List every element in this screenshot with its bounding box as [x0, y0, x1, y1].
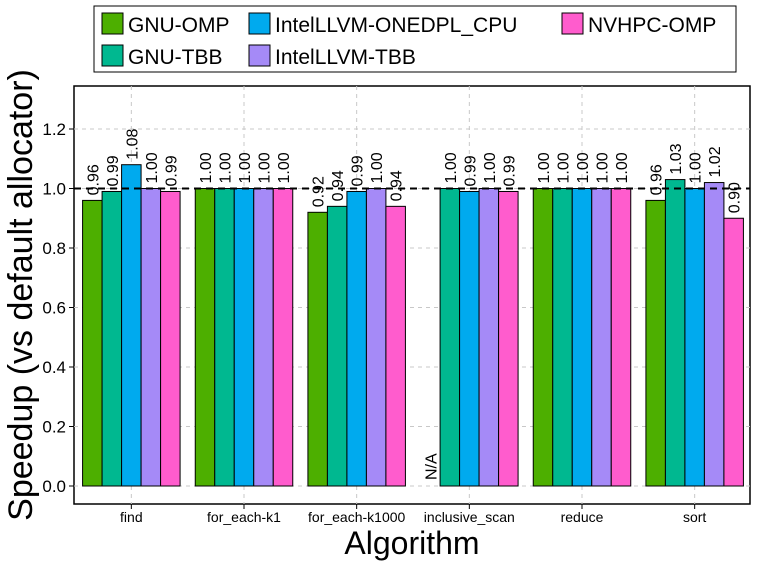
bar-find-nvhpc-omp [160, 190, 181, 487]
legend-label-nvhpc-omp: NVHPC-OMP [588, 14, 716, 37]
legend: GNU-OMP IntelLLVM-ONEDPL_CPU NVHPC-OMP GNU-… [93, 5, 737, 73]
data-label-inclusive-scan-intelllvm-onedpl-cpu: 0.99 [462, 155, 479, 186]
bar-sort-intelllvm-tbb [703, 182, 725, 487]
x-tick-label-sort: sort [683, 509, 706, 525]
y-tick-label: 0.2 [42, 418, 66, 437]
data-label-reduce-gnu-omp: 1.00 [536, 152, 553, 183]
legend-label-gnu-tbb: GNU-TBB [128, 46, 223, 69]
bar-for-each-k1000-nvhpc-omp [385, 205, 406, 487]
bar-for-each-k1000-gnu-tbb [326, 205, 348, 487]
bar-inclusive-scan-gnu-tbb [439, 188, 461, 487]
bar-for-each-k1-intelllvm-tbb [253, 188, 274, 487]
data-label-reduce-gnu-tbb: 1.00 [556, 152, 573, 183]
data-label-inclusive-scan-intelllvm-tbb: 1.00 [482, 152, 499, 183]
legend-swatch-gnu-omp [101, 12, 124, 35]
bar-for-each-k1000-intelllvm-tbb [365, 188, 387, 487]
legend-swatch-intelllvm-onedpl-cpu [248, 12, 271, 35]
legend-swatch-gnu-tbb [101, 44, 124, 67]
bar-sort-intelllvm-onedpl-cpu [684, 188, 705, 487]
y-tick-label: 0.4 [42, 358, 66, 377]
bar-find-intelllvm-tbb [140, 188, 162, 487]
bar-reduce-intelllvm-tbb [591, 188, 612, 487]
legend-swatch-intelllvm-tbb [248, 44, 271, 67]
data-label-find-gnu-tbb: 0.99 [105, 155, 122, 186]
y-tick-label: 0.0 [42, 477, 66, 496]
x-tick-label-reduce: reduce [561, 509, 604, 525]
data-label-for-each-k1-intelllvm-tbb: 1.00 [257, 152, 274, 183]
data-label-inclusive-scan-gnu-omp: N/A [423, 453, 440, 480]
x-tick-label-inclusive-scan: inclusive_scan [424, 509, 515, 525]
data-label-sort-nvhpc-omp: 0.90 [727, 182, 744, 213]
y-axis-title: Speedup (vs default allocator) [2, 69, 40, 521]
bar-reduce-intelllvm-onedpl-cpu [571, 188, 593, 487]
data-label-inclusive-scan-nvhpc-omp: 0.99 [501, 155, 518, 186]
data-label-for-each-k1-nvhpc-omp: 1.00 [276, 152, 293, 183]
y-tick-label: 1.2 [42, 120, 66, 139]
data-label-reduce-intelllvm-onedpl-cpu: 1.00 [575, 152, 592, 183]
data-label-find-gnu-omp: 0.96 [85, 164, 102, 195]
data-label-for-each-k1000-nvhpc-omp: 0.94 [389, 170, 406, 201]
bars [82, 164, 744, 487]
data-label-reduce-nvhpc-omp: 1.00 [614, 152, 631, 183]
data-label-reduce-intelllvm-tbb: 1.00 [595, 152, 612, 183]
y-tick-label: 0.8 [42, 239, 66, 258]
data-label-sort-gnu-omp: 0.96 [649, 164, 666, 195]
x-axis-ticks: find for_each-k1 for_each-k1000 inclusive_s… [120, 504, 706, 525]
x-tick-label-for-each-k1000: for_each-k1000 [308, 509, 406, 525]
x-axis-title: Algorithm [344, 525, 479, 561]
bar-reduce-gnu-omp [532, 188, 554, 487]
bar-inclusive-scan-intelllvm-tbb [478, 188, 500, 487]
data-label-for-each-k1-intelllvm-onedpl-cpu: 1.00 [237, 152, 254, 183]
bar-for-each-k1000-gnu-omp [307, 211, 328, 487]
y-tick-label: 1.0 [42, 180, 66, 199]
data-label-for-each-k1000-gnu-omp: 0.92 [311, 176, 328, 207]
bar-for-each-k1000-intelllvm-onedpl-cpu [346, 190, 367, 487]
data-label-sort-intelllvm-tbb: 1.02 [707, 146, 724, 177]
x-tick-label-find: find [120, 509, 143, 525]
y-axis-ticks: 0.0 0.2 0.4 0.6 0.8 1.0 1.2 [42, 120, 74, 496]
legend-box [93, 5, 737, 73]
data-label-find-intelllvm-tbb: 1.00 [144, 152, 161, 183]
data-label-for-each-k1000-intelllvm-onedpl-cpu: 0.99 [350, 155, 367, 186]
bar-for-each-k1-nvhpc-omp [272, 188, 294, 487]
bar-for-each-k1-intelllvm-onedpl-cpu [233, 188, 255, 487]
y-tick-label: 0.6 [42, 299, 66, 318]
legend-label-intelllvm-onedpl-cpu: IntelLLVM-ONEDPL_CPU [275, 14, 517, 37]
bar-find-intelllvm-onedpl-cpu [121, 164, 142, 487]
bar-sort-gnu-tbb [664, 179, 686, 487]
data-label-sort-intelllvm-onedpl-cpu: 1.00 [688, 152, 705, 183]
legend-swatch-nvhpc-omp [561, 12, 584, 35]
bar-reduce-nvhpc-omp [610, 188, 632, 487]
bar-for-each-k1-gnu-omp [194, 188, 216, 487]
bar-sort-nvhpc-omp [723, 217, 744, 487]
legend-label-gnu-omp: GNU-OMP [128, 14, 230, 37]
data-label-for-each-k1000-intelllvm-tbb: 1.00 [369, 152, 386, 183]
bar-find-gnu-omp [82, 199, 103, 487]
x-tick-label-for-each-k1: for_each-k1 [207, 509, 281, 525]
bar-reduce-gnu-tbb [552, 188, 573, 487]
bar-for-each-k1-gnu-tbb [214, 188, 235, 487]
bar-inclusive-scan-intelllvm-onedpl-cpu [459, 190, 480, 487]
data-label-for-each-k1-gnu-tbb: 1.00 [218, 152, 235, 183]
data-label-for-each-k1000-gnu-tbb: 0.94 [330, 170, 347, 201]
data-label-inclusive-scan-gnu-tbb: 1.00 [443, 152, 460, 183]
bar-labels: 0.96 0.991.081.00 0.99 1.00 1.00 1.00 1.00 1.00… [85, 128, 743, 480]
data-label-find-intelllvm-onedpl-cpu: 1.08 [124, 128, 141, 159]
data-label-for-each-k1-gnu-omp: 1.00 [198, 152, 215, 183]
plot-panel [73, 85, 751, 505]
data-label-sort-gnu-tbb: 1.03 [668, 143, 685, 174]
bar-sort-gnu-omp [645, 199, 666, 487]
legend-label-intelllvm-tbb: IntelLLVM-TBB [275, 46, 416, 69]
bar-find-gnu-tbb [101, 190, 123, 487]
data-label-find-nvhpc-omp: 0.99 [163, 155, 180, 186]
bar-inclusive-scan-nvhpc-omp [498, 190, 519, 487]
